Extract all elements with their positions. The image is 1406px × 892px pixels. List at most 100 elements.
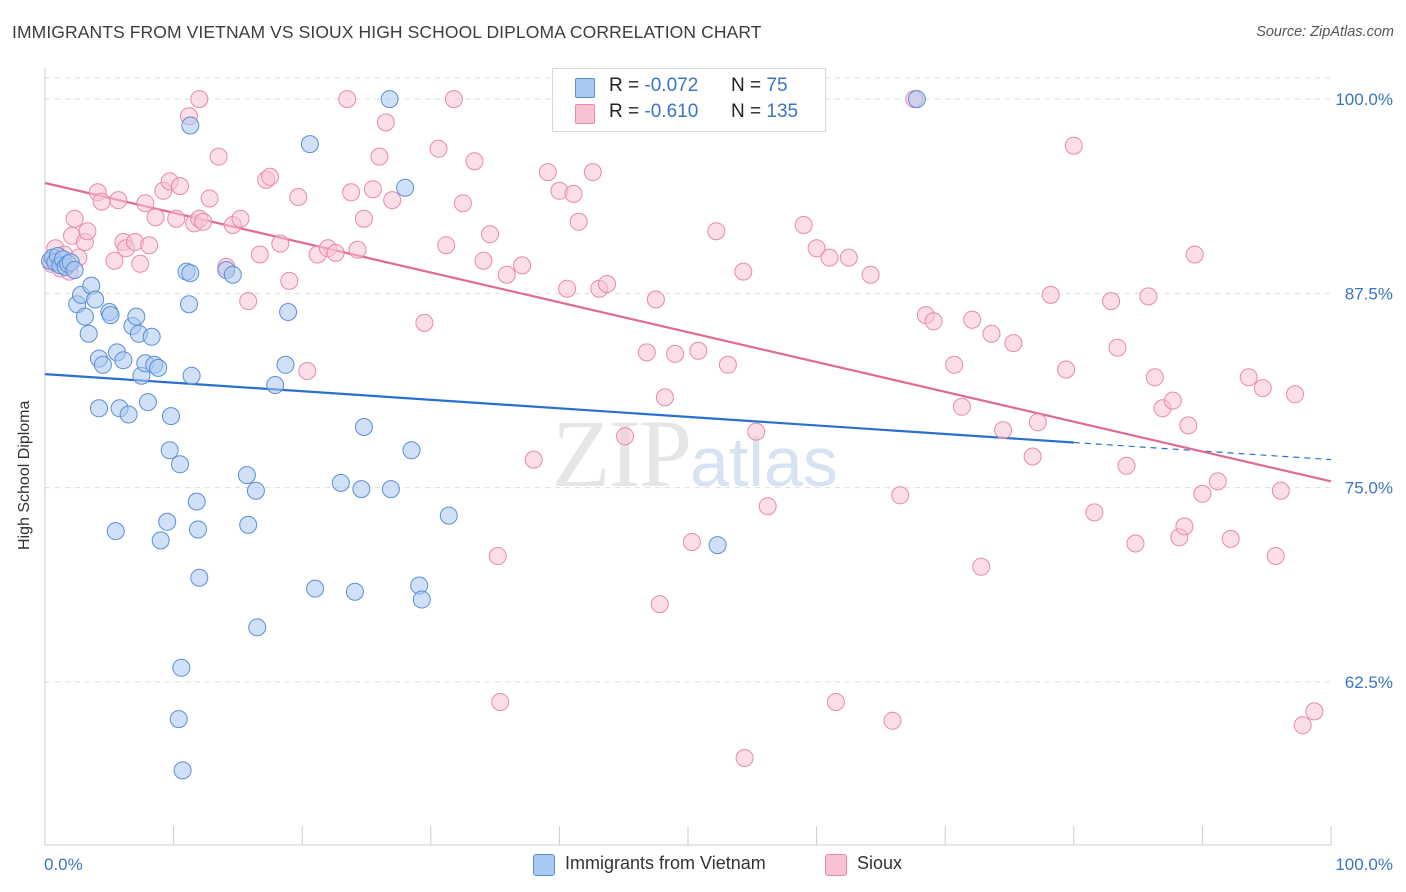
vietnam-point xyxy=(354,418,373,436)
vietnam-point xyxy=(352,480,371,499)
vietnam-point xyxy=(138,393,157,412)
sioux-point xyxy=(376,113,395,132)
y-axis-label: High School Diploma xyxy=(16,400,33,550)
sioux-point xyxy=(280,271,299,290)
sioux-point xyxy=(758,497,777,516)
y-tick-label: 87.5% xyxy=(1345,284,1393,303)
sioux-point xyxy=(861,265,880,284)
stats-legend: R = -0.072 N = 75 R = -0.610 N = 135 xyxy=(552,68,826,132)
vietnam-point xyxy=(380,90,399,109)
sioux-point xyxy=(194,212,213,231)
sioux-point xyxy=(891,486,910,505)
sioux-point xyxy=(1126,534,1145,553)
sioux-point xyxy=(140,236,159,255)
sioux-point xyxy=(1145,368,1164,387)
vietnam-point xyxy=(151,531,170,550)
legend-n-label: N = xyxy=(731,101,762,122)
sioux-point xyxy=(945,355,964,374)
sioux-point xyxy=(200,189,219,208)
sioux-point xyxy=(1179,416,1198,435)
sioux-point xyxy=(826,693,845,711)
vietnam-point xyxy=(189,520,207,539)
vietnam-point xyxy=(345,582,364,601)
legend-swatch-sioux xyxy=(575,104,595,124)
vietnam-point xyxy=(181,264,200,283)
series-swatch-vietnam xyxy=(533,854,555,876)
sioux-point xyxy=(105,251,124,270)
sioux-point xyxy=(538,163,557,182)
sioux-point xyxy=(682,533,701,551)
legend-r-label: R = xyxy=(609,101,640,122)
sioux-point xyxy=(136,194,155,213)
sioux-point xyxy=(924,312,943,331)
sioux-point xyxy=(190,90,209,109)
sioux-point xyxy=(1293,716,1312,735)
sioux-point xyxy=(794,216,813,234)
vietnam-point xyxy=(162,407,180,426)
vietnam-trend-extension xyxy=(1073,441,1332,461)
vietnam-point xyxy=(237,466,256,485)
vietnam-point xyxy=(187,492,206,511)
vietnam-point xyxy=(381,480,400,499)
vietnam-trend-line xyxy=(44,373,1074,444)
vietnam-point xyxy=(158,512,177,531)
sioux-point xyxy=(65,209,84,228)
series-label-vietnam: Immigrants from Vietnam xyxy=(565,853,766,873)
vietnam-point xyxy=(331,473,350,492)
vietnam-point xyxy=(142,327,161,346)
sioux-point xyxy=(1064,136,1083,155)
vietnam-point xyxy=(306,579,325,598)
sioux-point xyxy=(524,450,543,469)
sioux-point xyxy=(383,191,402,210)
legend-r-value-sioux: -0.610 xyxy=(644,101,699,122)
y-tick-label: 62.5% xyxy=(1345,673,1393,692)
sioux-point xyxy=(363,180,382,199)
sioux-point xyxy=(437,236,456,255)
sioux-point xyxy=(707,222,726,241)
sioux-point xyxy=(474,251,493,270)
vietnam-point xyxy=(276,355,295,374)
vietnam-point xyxy=(173,761,192,780)
vietnam-point xyxy=(160,441,179,460)
sioux-point xyxy=(734,262,753,281)
sioux-point xyxy=(1266,547,1285,565)
sioux-point xyxy=(354,209,373,228)
sioux-point xyxy=(994,421,1013,440)
sioux-point xyxy=(78,222,97,241)
vietnam-point xyxy=(412,590,431,609)
sioux-point xyxy=(171,177,189,196)
sioux-point xyxy=(1108,338,1127,357)
sioux-point xyxy=(1041,285,1060,304)
vietnam-point xyxy=(181,116,200,135)
sioux-point xyxy=(583,163,602,182)
sioux-point xyxy=(1286,385,1304,404)
sioux-point xyxy=(1175,517,1194,536)
vietnam-point xyxy=(708,536,727,555)
sioux-point xyxy=(616,427,634,446)
sioux-point xyxy=(342,183,361,202)
x-tick-labels: 0.0% 100.0% xyxy=(44,855,1393,874)
sioux-point xyxy=(598,275,616,293)
vietnam-point xyxy=(300,135,319,154)
sioux-point xyxy=(1185,245,1204,264)
sioux-point xyxy=(564,184,583,203)
sioux-point xyxy=(1271,481,1290,500)
vietnam-point xyxy=(114,351,133,370)
sioux-point xyxy=(261,167,279,186)
series-swatch-sioux xyxy=(825,854,847,876)
vietnam-point xyxy=(279,303,298,321)
sioux-point xyxy=(1163,391,1182,410)
sioux-point xyxy=(1208,472,1227,491)
sioux-point xyxy=(491,693,510,711)
sioux-point xyxy=(488,547,507,565)
sioux-point xyxy=(807,239,826,258)
sioux-point xyxy=(1023,447,1042,466)
sioux-point xyxy=(298,362,317,380)
sioux-point xyxy=(289,188,308,206)
sioux-point xyxy=(1117,456,1136,475)
vietnam-point xyxy=(127,307,146,326)
sioux-point xyxy=(429,139,448,158)
legend-r-label: R = xyxy=(609,75,640,96)
data-points xyxy=(41,90,1324,780)
sioux-point xyxy=(1193,484,1212,503)
